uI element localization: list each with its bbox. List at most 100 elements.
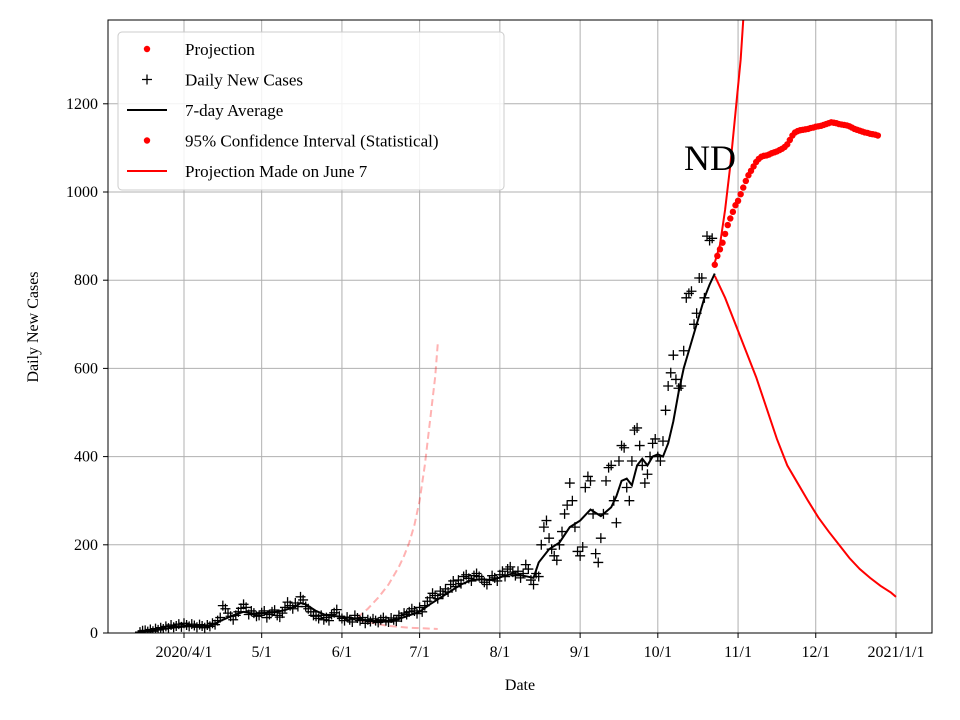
data-point [179, 618, 189, 629]
legend-item: Projection [143, 40, 255, 59]
projection-point [729, 208, 737, 216]
data-point [468, 570, 479, 581]
x-tick-label: 10/1 [644, 644, 672, 661]
legend-label: Projection Made on June 7 [185, 162, 368, 181]
data-point [474, 571, 485, 582]
x-tick-label: 6/1 [332, 644, 352, 661]
data-point [608, 495, 619, 506]
data-point [580, 482, 591, 493]
projection-point [716, 246, 724, 253]
data-point [365, 616, 376, 627]
legend-box [117, 31, 505, 191]
data-point [546, 544, 557, 555]
data-point [590, 548, 601, 559]
data-point [673, 383, 684, 394]
x-tick-label: 11/1 [724, 644, 752, 661]
data-point [588, 508, 599, 519]
data-point [544, 533, 555, 544]
data-point [414, 602, 425, 613]
legend: Projection Daily New Cases 7-day Average 95… [117, 31, 505, 191]
data-point [510, 570, 521, 581]
data-point [523, 564, 534, 575]
data-point [347, 616, 358, 627]
data-point [336, 613, 347, 624]
data-point [606, 460, 617, 471]
data-point [704, 235, 715, 246]
projection-point [734, 197, 742, 205]
projection-point [740, 184, 747, 191]
data-point [267, 606, 278, 617]
data-point [419, 600, 430, 611]
data-point [559, 508, 570, 519]
data-point [670, 374, 681, 385]
data-point [701, 231, 712, 242]
data-point [624, 495, 635, 506]
data-point [500, 571, 511, 582]
y-tick-label: 200 [74, 537, 98, 554]
data-point [598, 508, 609, 519]
data-point [564, 478, 575, 489]
data-point [368, 613, 379, 624]
data-point [316, 610, 327, 621]
data-point [272, 610, 283, 621]
data-point [528, 579, 539, 590]
data-point [691, 308, 702, 319]
y-axis-label: Daily New Cases [25, 271, 42, 382]
data-point [562, 500, 573, 511]
data-point [665, 367, 676, 378]
data-point [533, 571, 544, 582]
data-point [323, 615, 334, 626]
data-point [463, 573, 474, 584]
data-point [557, 526, 568, 537]
data-point [619, 442, 630, 453]
x-tick-label: 8/1 [490, 644, 510, 661]
data-point [158, 624, 169, 633]
x-tick-label: 12/1 [802, 644, 830, 661]
data-point [668, 350, 679, 361]
series-95-ci-lower [713, 275, 897, 598]
data-point [448, 575, 459, 586]
data-point [264, 609, 275, 620]
data-point [456, 578, 467, 589]
data-point [569, 522, 580, 533]
data-point [603, 462, 614, 473]
y-tick-label: 0 [90, 625, 98, 642]
data-point [437, 589, 448, 600]
data-point [683, 288, 694, 299]
projection-point [874, 132, 882, 139]
data-point [173, 619, 184, 630]
legend-label: 7-day Average [185, 101, 283, 120]
y-tick-label: 1200 [66, 96, 98, 113]
data-point [686, 286, 697, 297]
data-point [427, 588, 438, 599]
data-point [199, 622, 210, 633]
data-point [450, 581, 461, 592]
projection-point [719, 239, 726, 246]
legend-item: Daily New Cases [142, 71, 303, 90]
x-tick-label: 9/1 [570, 644, 590, 661]
data-point [140, 625, 151, 633]
data-point [228, 614, 239, 625]
data-point [318, 614, 329, 625]
data-point [344, 614, 355, 625]
y-tick-label: 400 [74, 449, 98, 466]
data-point [657, 436, 668, 447]
95-ci-lower-line [713, 275, 897, 598]
data-point [279, 602, 290, 613]
data-point [650, 433, 661, 444]
data-point [593, 557, 604, 568]
data-point [256, 607, 267, 618]
data-point [663, 381, 674, 392]
data-point [707, 233, 718, 244]
x-axis-label: Date [505, 677, 535, 694]
data-point [311, 611, 322, 622]
data-point [551, 555, 562, 566]
data-point [520, 559, 531, 570]
data-point [424, 592, 435, 603]
data-point [621, 482, 632, 493]
data-point [642, 469, 653, 480]
data-point [637, 460, 648, 471]
data-point [611, 517, 622, 528]
data-point [616, 440, 627, 451]
data-point [647, 438, 658, 449]
